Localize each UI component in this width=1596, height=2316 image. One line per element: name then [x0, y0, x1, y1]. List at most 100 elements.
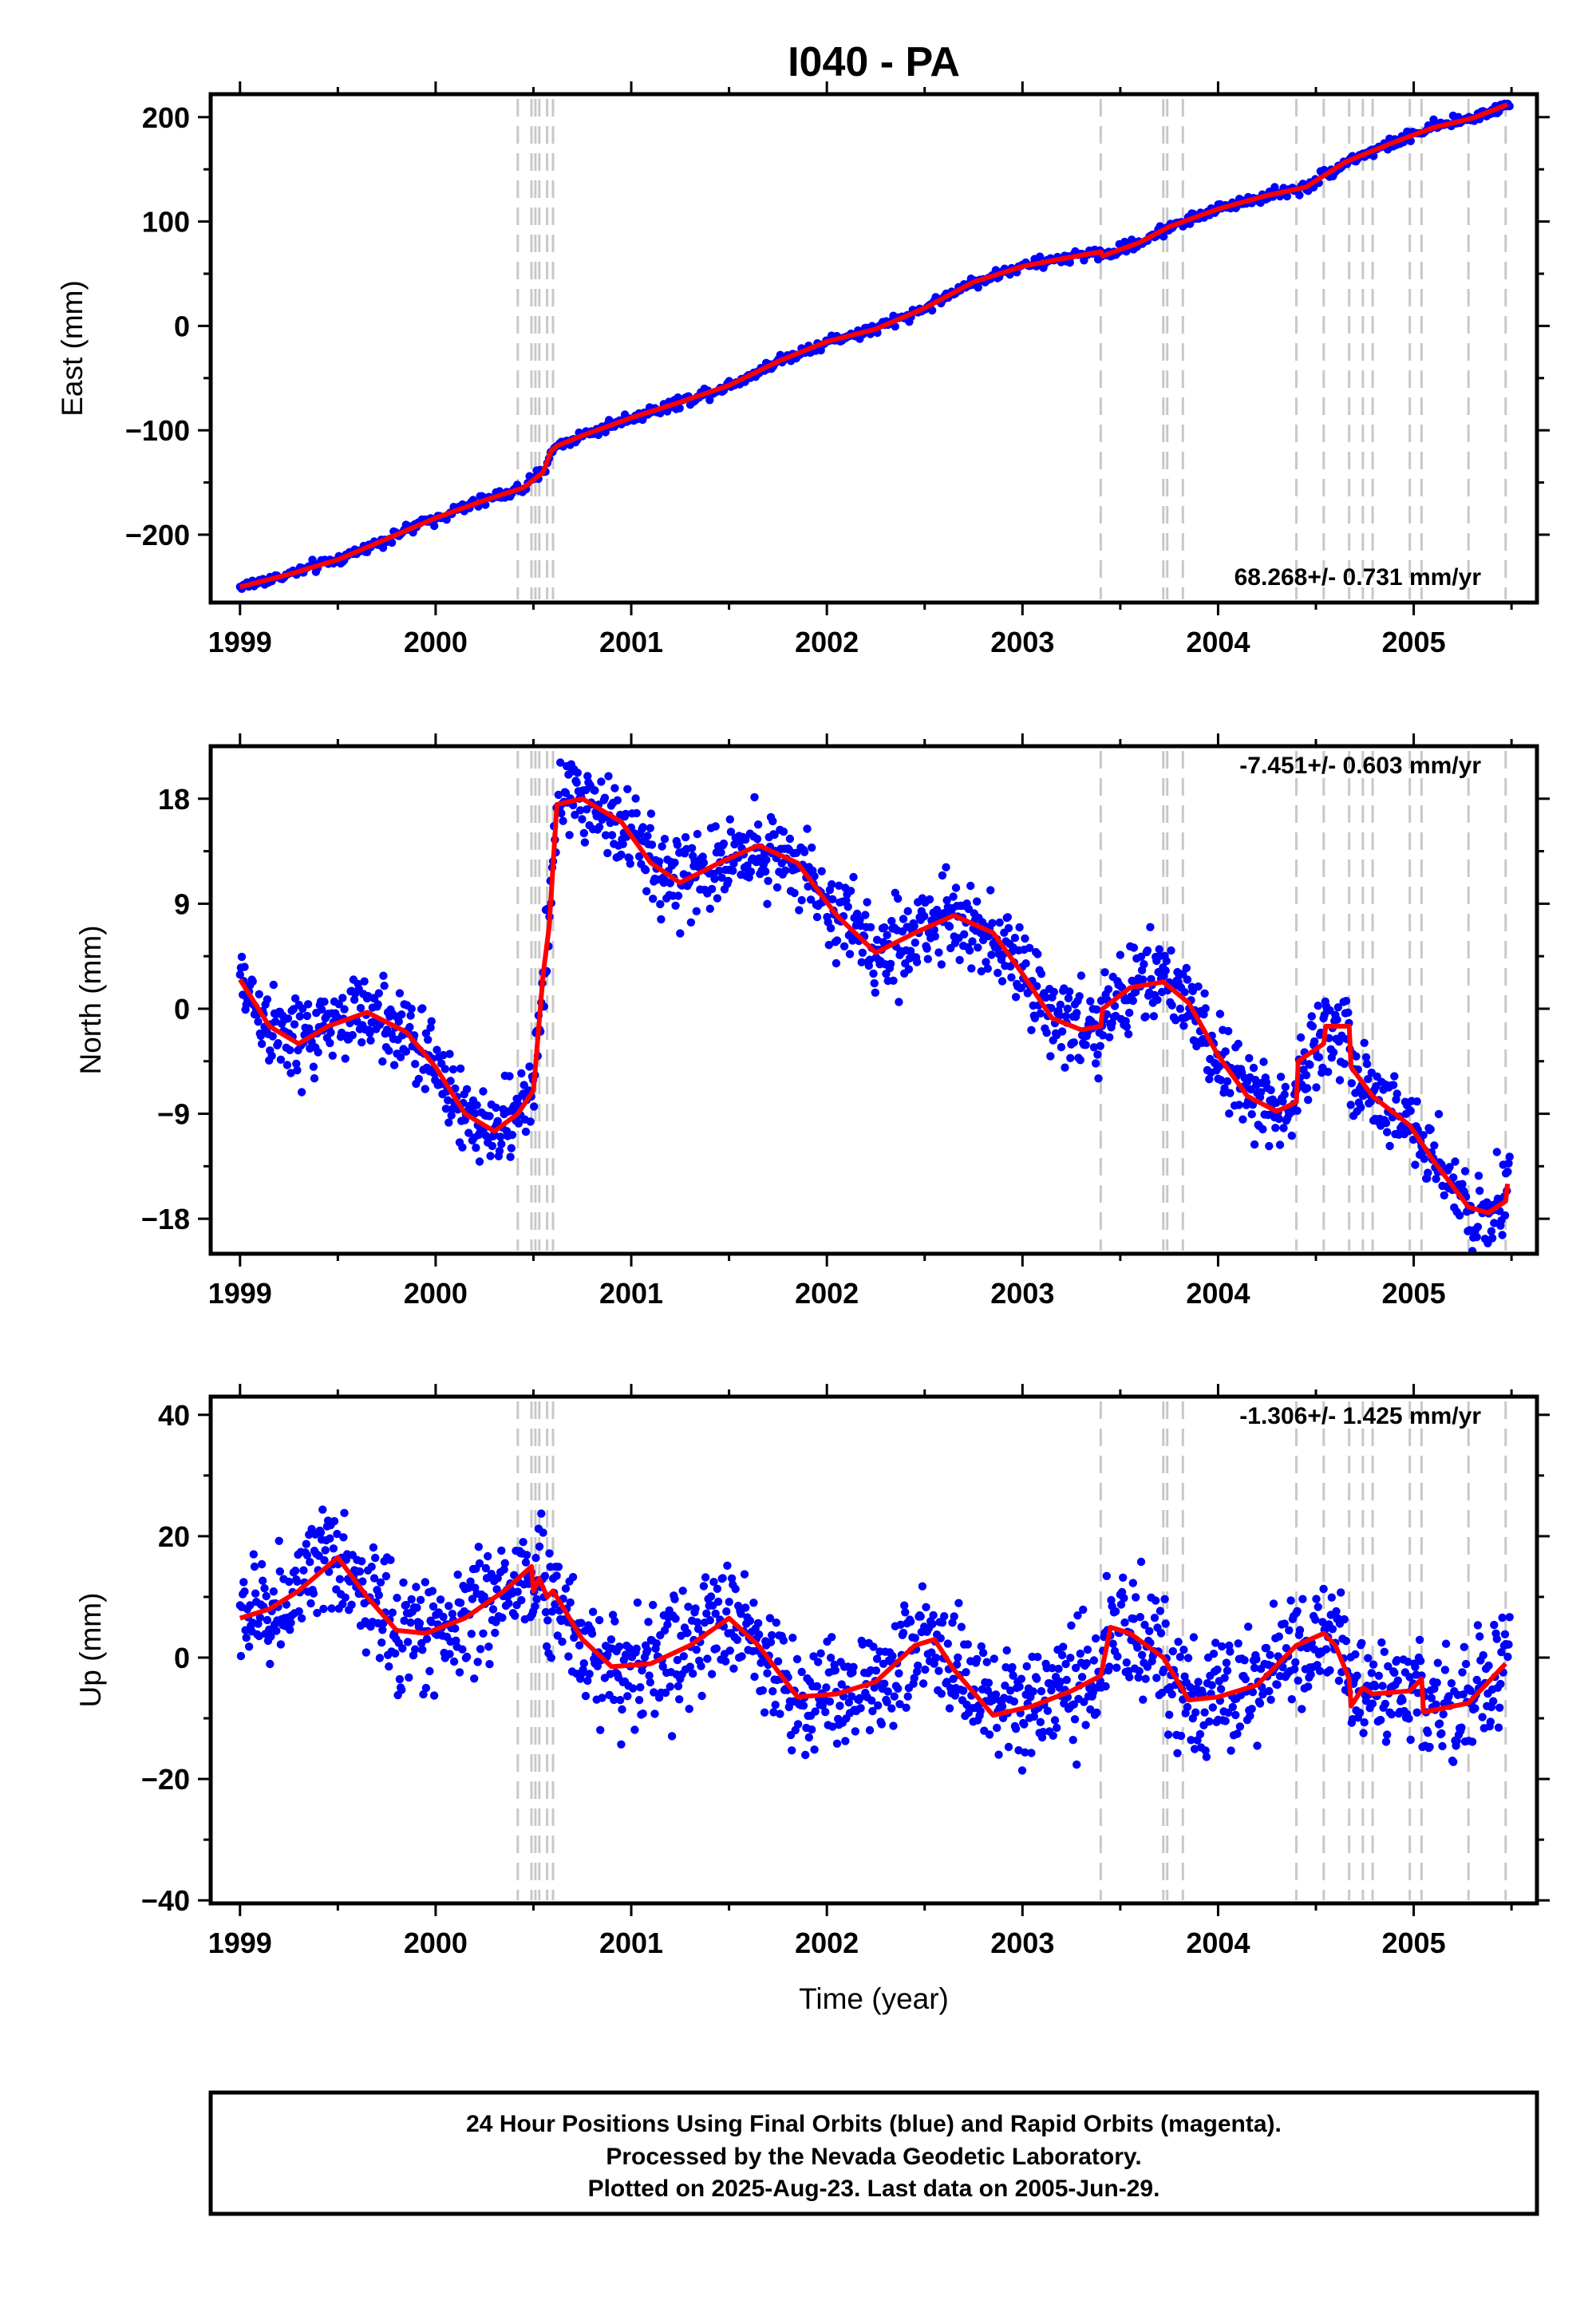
- up-data-point: [553, 1631, 562, 1640]
- up-data-point: [1240, 1656, 1249, 1665]
- north-data-point: [634, 852, 644, 861]
- north-data-point: [869, 969, 878, 978]
- north-data-point: [1424, 1168, 1432, 1177]
- up-data-point: [542, 1642, 551, 1651]
- up-data-point: [1280, 1619, 1289, 1628]
- north-data-point: [358, 1037, 366, 1047]
- up-data-point: [552, 1571, 561, 1580]
- up-data-point: [1006, 1686, 1015, 1695]
- up-x-tick-label: 2001: [599, 1927, 663, 1959]
- north-y-tick-label: −18: [141, 1203, 190, 1235]
- up-data-point: [836, 1701, 844, 1710]
- up-data-point: [949, 1674, 958, 1683]
- north-data-point: [293, 1065, 302, 1075]
- up-data-point: [456, 1599, 465, 1607]
- up-data-point: [792, 1654, 802, 1664]
- north-data-point: [1385, 1141, 1394, 1151]
- up-data-point: [1037, 1686, 1046, 1696]
- north-data-point: [912, 958, 922, 966]
- up-data-point: [801, 1750, 810, 1760]
- north-data-point: [942, 895, 951, 905]
- north-data-point: [1276, 1073, 1286, 1081]
- up-data-point: [813, 1658, 823, 1666]
- up-data-point: [929, 1611, 938, 1620]
- north-data-point: [1347, 1079, 1357, 1088]
- up-data-point: [918, 1582, 927, 1591]
- up-data-point: [880, 1679, 889, 1688]
- north-data-point: [572, 778, 581, 787]
- north-data-point: [1411, 1160, 1420, 1169]
- north-data-point: [994, 968, 1002, 978]
- up-data-point: [1287, 1695, 1297, 1704]
- up-data-point: [943, 1639, 953, 1648]
- north-data-point: [1458, 1180, 1467, 1188]
- north-data-point: [806, 895, 816, 904]
- up-data-point: [1253, 1741, 1262, 1750]
- north-data-point: [573, 769, 582, 777]
- up-data-point: [1278, 1662, 1287, 1672]
- north-data-point: [334, 1000, 343, 1009]
- up-data-point: [1160, 1595, 1169, 1604]
- north-data-point: [591, 786, 599, 795]
- north-data-point: [1105, 1033, 1114, 1041]
- north-data-point: [514, 1119, 523, 1128]
- up-data-point: [741, 1603, 750, 1612]
- north-data-point: [626, 860, 634, 868]
- up-data-point: [666, 1682, 674, 1691]
- north-data-point: [488, 1141, 497, 1151]
- east-data-point: [1159, 232, 1168, 241]
- north-data-point: [309, 1062, 318, 1071]
- north-data-point: [646, 809, 656, 818]
- up-data-point: [1156, 1607, 1165, 1615]
- north-data-point: [828, 879, 836, 889]
- north-data-point: [1505, 1152, 1514, 1161]
- up-data-point: [415, 1618, 425, 1628]
- up-data-point: [558, 1637, 567, 1646]
- north-data-point: [274, 1039, 282, 1048]
- up-data-point: [888, 1652, 897, 1661]
- up-data-point: [474, 1543, 483, 1551]
- up-data-point: [902, 1703, 911, 1712]
- up-data-point: [697, 1662, 705, 1670]
- up-data-point: [407, 1595, 416, 1604]
- up-data-point: [849, 1662, 858, 1671]
- north-data-point: [1335, 1076, 1345, 1085]
- north-data-point: [1069, 1038, 1079, 1047]
- up-data-point: [1132, 1593, 1140, 1602]
- up-data-point: [755, 1630, 764, 1639]
- north-y-tick-label: 18: [158, 783, 190, 816]
- north-data-point: [967, 964, 976, 973]
- north-data-point: [290, 1020, 299, 1029]
- up-data-point: [1071, 1663, 1080, 1673]
- up-data-point: [422, 1634, 432, 1643]
- up-data-point: [326, 1534, 334, 1543]
- up-data-point: [976, 1707, 985, 1716]
- up-data-point: [543, 1616, 552, 1625]
- up-data-point: [883, 1687, 892, 1696]
- up-data-point: [1070, 1715, 1080, 1724]
- up-data-point: [403, 1638, 413, 1646]
- up-data-point: [614, 1642, 624, 1651]
- up-data-point: [652, 1639, 661, 1648]
- up-data-point: [1135, 1666, 1144, 1676]
- up-data-point: [721, 1657, 730, 1666]
- up-data-point: [540, 1571, 550, 1581]
- north-data-point: [565, 831, 574, 840]
- north-data-point: [719, 839, 729, 848]
- north-x-tick-label: 2004: [1186, 1277, 1250, 1310]
- north-data-point: [571, 810, 579, 820]
- north-data-point: [1293, 1106, 1302, 1116]
- north-data-point: [988, 919, 997, 927]
- up-data-point: [1179, 1646, 1188, 1654]
- up-data-point: [1009, 1671, 1017, 1680]
- north-data-point: [800, 848, 809, 856]
- north-data-point: [1473, 1223, 1483, 1231]
- up-data-point: [1213, 1665, 1222, 1674]
- up-data-point: [984, 1678, 994, 1687]
- north-data-point: [1021, 934, 1029, 943]
- up-data-point: [1011, 1725, 1021, 1733]
- up-data-point: [1255, 1699, 1265, 1708]
- up-data-point: [1165, 1710, 1174, 1719]
- up-data-point: [1129, 1614, 1139, 1623]
- north-data-point: [781, 866, 790, 875]
